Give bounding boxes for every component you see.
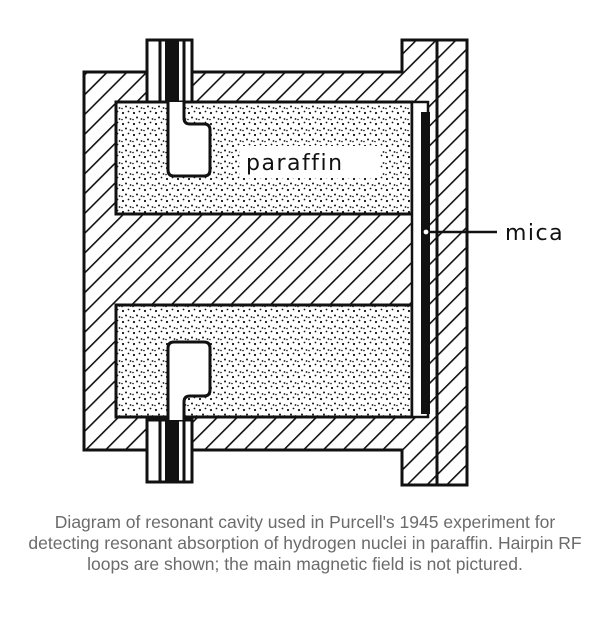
figure-caption: Diagram of resonant cavity used in Purce… xyxy=(28,512,582,574)
mica-leader-dot xyxy=(422,228,430,236)
connector-upper xyxy=(145,38,194,104)
paraffin-label-bg xyxy=(240,146,380,178)
paraffin-lower xyxy=(114,303,414,419)
hairpin-loop-upper xyxy=(166,102,212,178)
paraffin-label: paraffin xyxy=(246,151,344,176)
connector-lower xyxy=(145,418,194,484)
end-plate xyxy=(435,38,469,487)
cavity-diagram: paraffin mica xyxy=(82,38,564,487)
mica-label: mica xyxy=(505,221,564,246)
mica-sheet xyxy=(421,112,430,414)
hairpin-loop-lower xyxy=(166,340,212,420)
